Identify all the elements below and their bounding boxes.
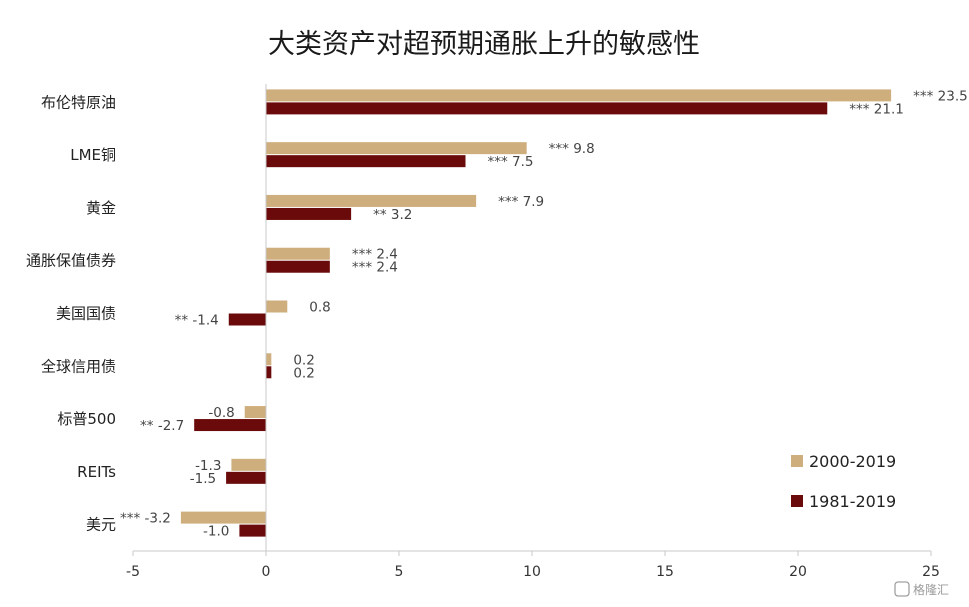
data-label: *** 7.5 xyxy=(488,154,534,170)
data-label: ** 3.2 xyxy=(373,207,412,223)
legend-label: 1981-2019 xyxy=(809,492,896,511)
bar xyxy=(226,471,266,484)
data-label: 0.2 xyxy=(293,365,314,381)
bar xyxy=(266,155,466,168)
data-label: *** 23.5 xyxy=(913,88,968,104)
x-tick-label: 5 xyxy=(395,564,404,580)
bar xyxy=(231,458,266,471)
bar xyxy=(266,366,272,379)
x-tick-label: 10 xyxy=(523,564,541,580)
data-label: 0.8 xyxy=(309,300,330,316)
data-label: -1.3 xyxy=(195,458,221,474)
category-label: 美元 xyxy=(86,516,116,534)
data-label: -1.0 xyxy=(203,524,229,540)
bar xyxy=(266,260,330,273)
legend: 2000-2019 1981-2019 xyxy=(791,452,896,511)
data-label: *** 2.4 xyxy=(352,247,398,263)
legend-swatch xyxy=(791,495,803,507)
x-tick-label: 25 xyxy=(922,564,940,580)
watermark-logo-icon xyxy=(894,581,910,597)
bar xyxy=(266,102,828,115)
bar xyxy=(266,207,352,220)
chart-title: 大类资产对超预期通胀上升的敏感性 xyxy=(268,29,700,60)
x-tick-label: 0 xyxy=(262,564,271,580)
bar xyxy=(194,419,266,432)
x-axis: -5 0 5 10 15 20 25 xyxy=(126,84,940,580)
bar xyxy=(180,511,266,524)
data-label: -1.5 xyxy=(190,471,216,487)
bar xyxy=(266,247,330,260)
x-tick-label: -5 xyxy=(126,564,140,580)
bar xyxy=(266,194,477,207)
bar xyxy=(244,406,266,419)
category-label: LME铜 xyxy=(70,146,116,164)
bar xyxy=(266,89,892,102)
bar xyxy=(266,353,272,366)
category-label: 美国国债 xyxy=(56,305,116,323)
data-label: *** 2.4 xyxy=(352,260,398,276)
x-tick-label: 15 xyxy=(656,564,674,580)
bar xyxy=(266,142,527,155)
category-label: REITs xyxy=(77,463,116,481)
data-label: -0.8 xyxy=(208,405,234,421)
data-label: *** -3.2 xyxy=(120,511,171,527)
bars-group: *** 23.5 *** 21.1 *** 9.8 *** 7.5 *** 7.9 ** … xyxy=(120,88,968,539)
data-label: *** 7.9 xyxy=(498,194,544,210)
category-label: 标普500 xyxy=(57,410,116,428)
bar xyxy=(239,524,266,537)
watermark: 格隆汇 xyxy=(894,581,949,597)
data-label: *** 9.8 xyxy=(549,141,595,157)
data-label: *** 21.1 xyxy=(849,101,904,117)
category-label: 黄金 xyxy=(86,199,116,217)
x-tick-label: 20 xyxy=(789,564,807,580)
data-label: ** -2.7 xyxy=(140,418,184,434)
data-label: 0.2 xyxy=(293,352,314,368)
legend-swatch xyxy=(791,455,803,467)
category-label: 布伦特原油 xyxy=(41,93,116,111)
category-label: 全球信用债 xyxy=(41,357,116,375)
data-label: ** -1.4 xyxy=(175,313,219,329)
bar xyxy=(266,300,288,313)
legend-label: 2000-2019 xyxy=(809,452,896,471)
bar xyxy=(228,313,266,326)
watermark-text: 格隆汇 xyxy=(913,582,949,597)
category-label: 通胀保值债券 xyxy=(26,252,116,270)
